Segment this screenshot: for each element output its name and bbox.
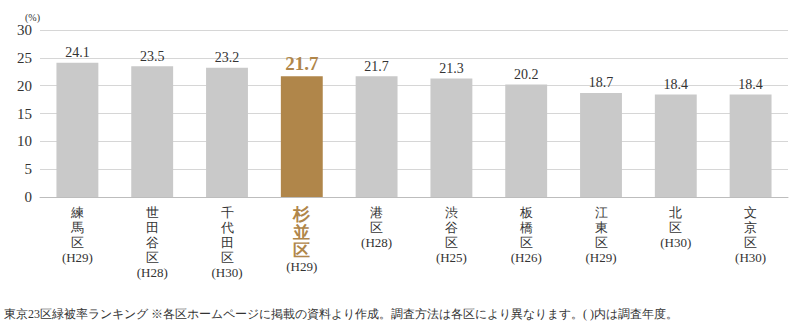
svg-text:5: 5 xyxy=(25,161,33,177)
svg-text:(H30): (H30) xyxy=(735,250,766,265)
svg-text:江: 江 xyxy=(595,205,608,220)
svg-text:区: 区 xyxy=(669,220,682,235)
svg-text:代: 代 xyxy=(220,220,234,235)
svg-text:区: 区 xyxy=(595,235,608,250)
svg-text:千: 千 xyxy=(221,205,234,220)
svg-text:21.7: 21.7 xyxy=(364,59,389,74)
svg-text:(H28): (H28) xyxy=(361,235,392,250)
svg-text:18.4: 18.4 xyxy=(664,77,689,92)
svg-text:(H29): (H29) xyxy=(286,259,317,274)
svg-text:馬: 馬 xyxy=(70,220,84,235)
svg-text:東京23区緑被率ランキング ※各区ホームページに掲載の資料よ: 東京23区緑被率ランキング ※各区ホームページに掲載の資料より作成。調査方法は各… xyxy=(4,307,678,321)
svg-text:谷: 谷 xyxy=(146,235,159,250)
svg-text:区: 区 xyxy=(370,220,383,235)
svg-text:区: 区 xyxy=(744,235,757,250)
svg-text:21.7: 21.7 xyxy=(285,53,319,74)
svg-text:23.2: 23.2 xyxy=(215,50,240,65)
svg-text:30: 30 xyxy=(17,22,32,38)
svg-text:区: 区 xyxy=(293,241,310,260)
svg-text:練: 練 xyxy=(70,205,84,220)
svg-text:田: 田 xyxy=(146,220,159,235)
svg-text:田: 田 xyxy=(221,235,234,250)
svg-text:(H29): (H29) xyxy=(585,250,616,265)
svg-text:20: 20 xyxy=(17,78,32,94)
svg-text:15: 15 xyxy=(17,106,32,122)
svg-text:谷: 谷 xyxy=(445,220,458,235)
svg-text:(H29): (H29) xyxy=(62,250,93,265)
svg-text:20.2: 20.2 xyxy=(514,67,539,82)
svg-text:文: 文 xyxy=(744,205,757,220)
svg-text:渋: 渋 xyxy=(445,205,458,220)
svg-text:(H26): (H26) xyxy=(511,250,542,265)
svg-text:24.1: 24.1 xyxy=(65,45,90,60)
svg-text:東: 東 xyxy=(595,220,608,235)
svg-text:21.3: 21.3 xyxy=(439,61,464,76)
svg-text:10: 10 xyxy=(17,133,32,149)
svg-text:港: 港 xyxy=(370,205,383,220)
svg-text:区: 区 xyxy=(520,235,533,250)
svg-text:(H28): (H28) xyxy=(137,265,168,280)
svg-text:京: 京 xyxy=(744,220,757,235)
svg-text:区: 区 xyxy=(71,235,84,250)
svg-text:並: 並 xyxy=(292,223,310,242)
svg-text:世: 世 xyxy=(146,205,159,220)
svg-text:杉: 杉 xyxy=(292,205,310,224)
svg-text:橋: 橋 xyxy=(520,220,533,235)
svg-text:18.4: 18.4 xyxy=(738,77,763,92)
svg-text:0: 0 xyxy=(25,189,33,205)
svg-text:(H25): (H25) xyxy=(436,250,467,265)
svg-text:18.7: 18.7 xyxy=(589,75,614,90)
svg-text:北: 北 xyxy=(669,205,682,220)
svg-text:25: 25 xyxy=(17,50,32,66)
svg-text:(H30): (H30) xyxy=(660,235,691,250)
svg-text:区: 区 xyxy=(146,250,159,265)
svg-text:板: 板 xyxy=(519,205,533,220)
svg-text:区: 区 xyxy=(445,235,458,250)
svg-text:(H30): (H30) xyxy=(211,265,242,280)
svg-text:区: 区 xyxy=(221,250,234,265)
svg-text:23.5: 23.5 xyxy=(140,49,165,64)
